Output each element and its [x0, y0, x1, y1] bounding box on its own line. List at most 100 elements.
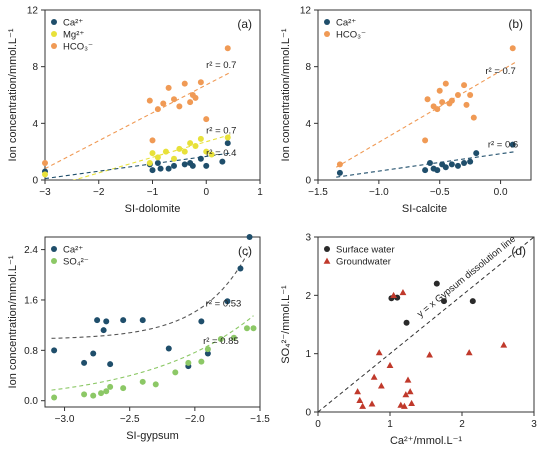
data-point — [107, 361, 114, 368]
series-2 — [42, 45, 231, 166]
data-point — [436, 87, 443, 94]
legend-label: HCO₃⁻ — [63, 42, 93, 53]
y-tick-label: 1.6 — [24, 295, 38, 306]
x-tick-label: 3 — [531, 419, 537, 430]
data-point — [160, 100, 167, 107]
y-axis-label: SO₄²⁻/mmol.L⁻¹ — [280, 285, 292, 364]
data-point — [442, 80, 449, 87]
y-tick-label: 8 — [32, 62, 38, 73]
data-point — [181, 80, 188, 87]
legend-marker — [51, 43, 57, 49]
legend-marker — [323, 257, 331, 264]
panel-c: −3.0 −2.5 −2.0 −1.5 0.0 0.8 1.6 2.4 SI-gypsum Ion… — [7, 234, 270, 442]
data-point — [375, 349, 383, 356]
data-point — [185, 359, 192, 366]
panel-a: −3 −2 −1 0 1 0 4 8 12 SI-dolomite Ion concentratio… — [7, 6, 263, 216]
legend: Ca²⁺Mg²⁺HCO₃⁻ — [51, 18, 93, 53]
trend-label: r² = 0.6 — [488, 139, 518, 150]
data-point — [403, 319, 410, 326]
data-point — [441, 298, 447, 305]
y-tick-label: 3 — [305, 233, 311, 244]
legend-marker — [324, 246, 330, 252]
x-tick-label: 0.0 — [494, 187, 508, 198]
data-point — [434, 167, 441, 174]
y-tick-label: 12 — [300, 6, 312, 17]
x-tick-label: −2.0 — [185, 414, 205, 425]
data-point — [439, 99, 446, 106]
data-point — [149, 150, 156, 157]
data-point — [402, 391, 410, 398]
data-point — [204, 346, 211, 353]
data-point — [197, 155, 204, 162]
data-point — [103, 388, 110, 395]
trend-line — [336, 151, 516, 178]
data-point — [354, 388, 361, 395]
data-point — [442, 164, 449, 171]
data-point — [81, 359, 88, 366]
data-point — [189, 162, 196, 169]
x-tick-label: −1.0 — [369, 187, 389, 198]
legend-marker — [324, 31, 330, 37]
x-tick-label: −3.0 — [55, 414, 75, 425]
data-point — [454, 92, 461, 98]
y-axis-label: Ion concentration/mmol.L⁻¹ — [7, 255, 19, 388]
trend-label: r² = 0.7 — [485, 66, 515, 77]
data-point — [243, 325, 250, 332]
trend-lines — [318, 237, 534, 412]
data-point — [149, 137, 156, 144]
data-point — [219, 158, 226, 165]
data-point — [42, 171, 48, 178]
data-point — [509, 45, 516, 52]
x-tick-label: 2 — [459, 419, 465, 430]
data-point — [192, 94, 199, 101]
series-0 — [388, 280, 476, 326]
y-tick-label: 12 — [27, 6, 39, 17]
legend-label: SO₄²⁻ — [63, 257, 89, 268]
data-point — [152, 381, 159, 388]
y-tick-label: 2.4 — [24, 245, 38, 256]
legend-marker — [51, 258, 57, 264]
data-point — [139, 317, 146, 324]
data-point — [165, 345, 172, 352]
x-tick-label: 0 — [203, 187, 209, 198]
data-point — [454, 162, 461, 169]
data-point — [448, 161, 455, 168]
data-point — [359, 402, 367, 409]
y-tick-label: 4 — [305, 119, 311, 130]
trend-label: r² = 0.4 — [206, 148, 236, 159]
panel-label: (c) — [238, 244, 252, 258]
data-point — [172, 369, 179, 376]
data-point — [197, 79, 204, 86]
series-0 — [336, 141, 516, 176]
data-point — [208, 151, 215, 158]
legend-label: Surface water — [336, 245, 395, 256]
legend-label: Ca²⁺ — [63, 18, 83, 29]
series-1 — [51, 325, 257, 401]
y-tick-label: 0.8 — [24, 346, 38, 357]
data-point — [120, 385, 127, 392]
data-point — [146, 160, 153, 166]
trend-label: r² = 0.85 — [203, 336, 239, 347]
data-point — [197, 135, 204, 142]
y-tick-label: 0.0 — [24, 396, 38, 407]
x-tick-label: −1 — [147, 187, 159, 198]
data-point — [224, 45, 231, 52]
x-axis-label: SI-calcite — [402, 203, 447, 215]
data-point — [203, 162, 210, 169]
data-point — [90, 350, 97, 357]
data-point — [94, 317, 101, 324]
data-point — [422, 167, 429, 174]
data-point — [448, 97, 455, 104]
legend-marker — [51, 19, 57, 25]
x-tick-label: −0.5 — [430, 187, 450, 198]
plot-frame — [44, 236, 261, 408]
data-point — [154, 106, 161, 113]
data-point — [224, 298, 231, 305]
legend: Ca²⁺SO₄²⁻ — [51, 245, 89, 268]
data-point — [465, 349, 473, 356]
data-point — [181, 148, 188, 155]
data-point — [467, 158, 474, 165]
y-tick-label: 4 — [32, 119, 38, 130]
reference-line — [318, 237, 534, 412]
